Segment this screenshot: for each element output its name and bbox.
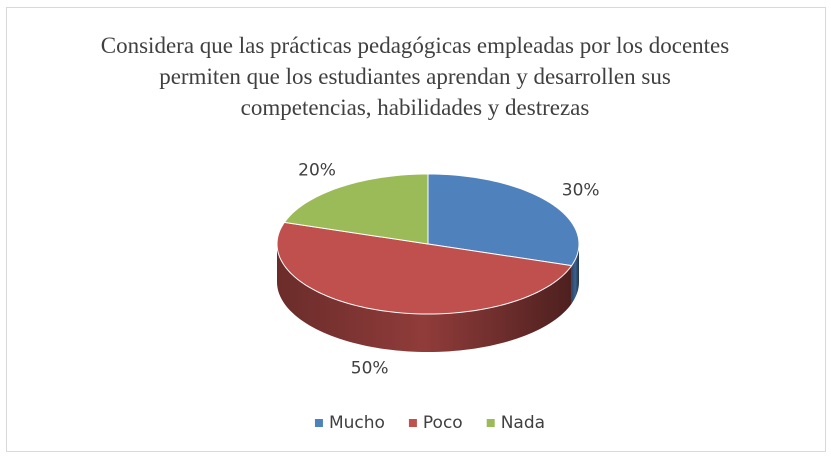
legend-marker (314, 419, 323, 427)
pie-slice (276, 221, 573, 315)
legend-marker (408, 419, 417, 427)
pie-slice (427, 173, 580, 267)
legend-label: Mucho (329, 413, 385, 433)
legend-label: Nada (501, 413, 545, 433)
data-label: 30% (562, 181, 600, 201)
data-label: 50% (351, 359, 389, 379)
data-label: 20% (298, 160, 336, 180)
pie-slice (283, 173, 429, 245)
pie-side (571, 244, 579, 304)
legend-label: Poco (423, 413, 463, 433)
legend-marker (486, 419, 495, 427)
pie-side (277, 244, 572, 352)
chart-title: Considera que las prácticas pedagógicas … (100, 33, 735, 120)
